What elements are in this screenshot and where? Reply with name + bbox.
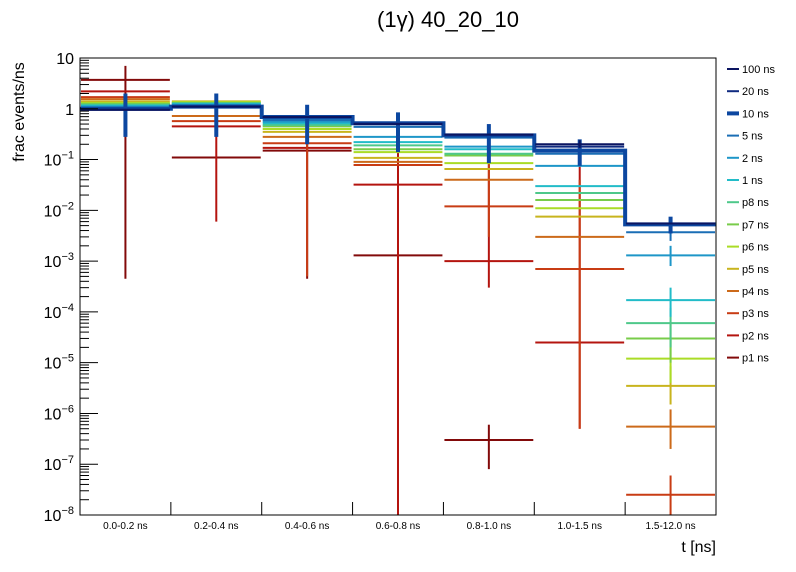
legend-entry: 100 ns xyxy=(727,64,776,76)
y-tick-label: 10−5 xyxy=(44,353,74,373)
tick-exponent: −8 xyxy=(61,505,74,517)
legend-label: p5 ns xyxy=(742,264,769,276)
x-tick-label: 0.6-0.8 ns xyxy=(376,521,420,532)
legend-label: p3 ns xyxy=(742,308,769,320)
plot-marks xyxy=(80,65,716,515)
legend-label: 1 ns xyxy=(742,175,763,187)
y-tick-label: 10−8 xyxy=(44,505,74,525)
legend-entry: 20 ns xyxy=(727,86,769,98)
tick-exponent: −5 xyxy=(61,353,74,365)
y-tick-label: 10−7 xyxy=(44,454,74,474)
tick-base: 10 xyxy=(44,203,62,220)
tick-base: 10 xyxy=(44,305,62,322)
legend-label: 5 ns xyxy=(742,131,763,143)
y-axis-label: frac events/ns xyxy=(11,62,28,162)
axes: 10110−110−210−310−410−510−610−710−80.0-0… xyxy=(44,51,717,532)
legend-entry: p5 ns xyxy=(727,264,769,276)
x-tick-label: 1.5-12.0 ns xyxy=(646,521,696,532)
legend-entry: p4 ns xyxy=(727,286,769,298)
tick-base: 10 xyxy=(56,51,74,68)
legend-entry: p2 ns xyxy=(727,330,769,342)
y-tick-label: 10 xyxy=(56,51,74,68)
y-tick-label: 10−2 xyxy=(44,200,74,220)
plot-frame xyxy=(79,57,717,516)
legend-label: 2 ns xyxy=(742,153,763,165)
legend-label: 20 ns xyxy=(742,86,769,98)
tick-base: 10 xyxy=(44,356,62,373)
legend-entry: 2 ns xyxy=(727,153,763,165)
x-axis-label: t [ns] xyxy=(681,539,716,556)
legend-label: p6 ns xyxy=(742,242,769,254)
series-p2-ns xyxy=(81,90,625,515)
legend-entry: p3 ns xyxy=(727,308,769,320)
y-tick-label: 1 xyxy=(65,102,74,119)
x-tick-label: 0.8-1.0 ns xyxy=(467,521,511,532)
legend-label: p4 ns xyxy=(742,286,769,298)
tick-base: 10 xyxy=(44,457,62,474)
tick-exponent: −4 xyxy=(61,302,74,314)
legend-entry: p7 ns xyxy=(727,219,769,231)
tick-exponent: −2 xyxy=(61,200,74,212)
legend-entry: 10 ns xyxy=(727,108,769,120)
tick-exponent: −3 xyxy=(61,251,74,263)
legend-label: p7 ns xyxy=(742,219,769,231)
tick-base: 10 xyxy=(44,153,62,170)
legend-entry: 1 ns xyxy=(727,175,763,187)
tick-base: 1 xyxy=(65,102,74,119)
x-tick-label: 0.2-0.4 ns xyxy=(194,521,238,532)
legend-label: p8 ns xyxy=(742,197,769,209)
y-tick-label: 10−1 xyxy=(44,150,74,170)
tick-exponent: −1 xyxy=(61,150,74,162)
tick-base: 10 xyxy=(44,254,62,271)
x-tick-label: 0.4-0.6 ns xyxy=(285,521,329,532)
chart-title: (1γ) 40_20_10 xyxy=(377,7,519,32)
legend-label: p1 ns xyxy=(742,353,769,365)
tick-base: 10 xyxy=(44,406,62,423)
x-tick-label: 1.0-1.5 ns xyxy=(557,521,601,532)
y-tick-label: 10−6 xyxy=(44,403,74,423)
legend-entry: p1 ns xyxy=(727,353,769,365)
x-tick-label: 0.0-0.2 ns xyxy=(103,521,147,532)
legend-entry: 5 ns xyxy=(727,131,763,143)
y-tick-label: 10−4 xyxy=(44,302,74,322)
legend-entry: p8 ns xyxy=(727,197,769,209)
legend-label: p2 ns xyxy=(742,330,769,342)
legend: 100 ns 20 ns 10 ns 5 ns 2 ns 1 ns p8 ns p7 ns p6… xyxy=(727,64,776,365)
tick-exponent: −6 xyxy=(61,403,74,415)
series-100-ns xyxy=(81,105,715,225)
legend-label: 10 ns xyxy=(742,108,769,120)
y-tick-label: 10−3 xyxy=(44,251,74,271)
legend-entry: p6 ns xyxy=(727,242,769,254)
tick-exponent: −7 xyxy=(61,454,74,466)
legend-label: 100 ns xyxy=(742,64,776,76)
tick-base: 10 xyxy=(44,508,62,525)
